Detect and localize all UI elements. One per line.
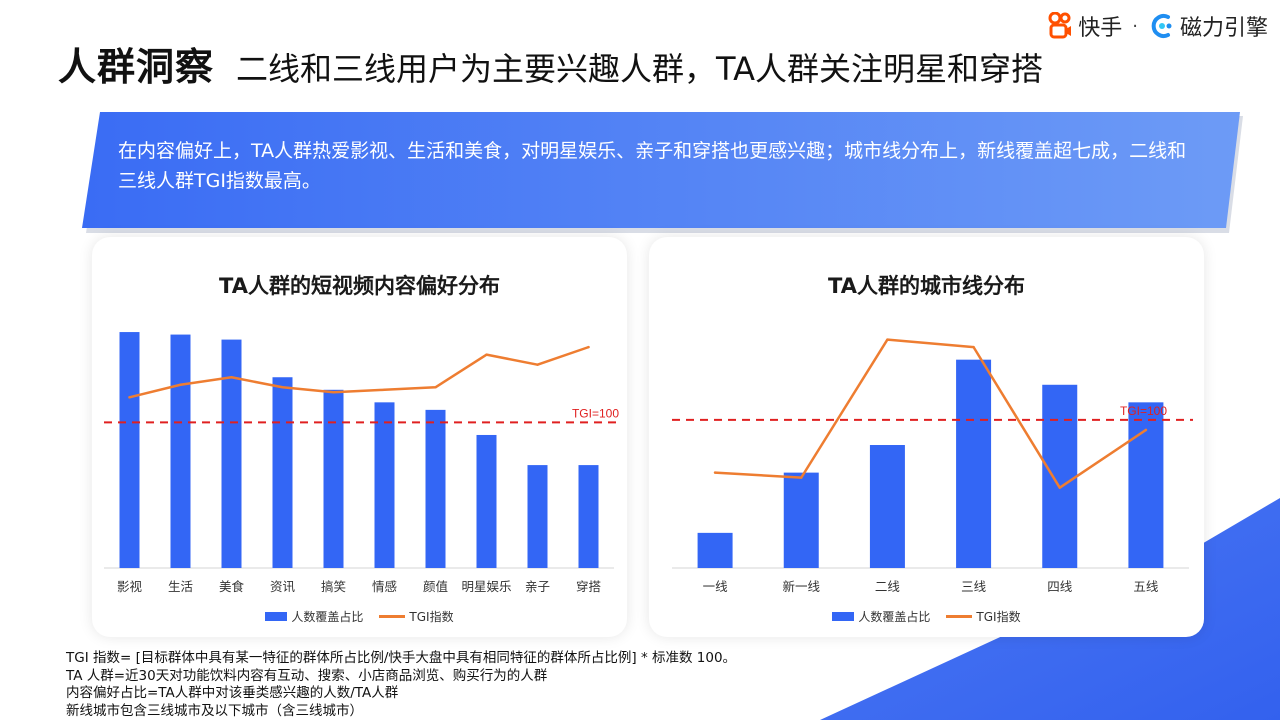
x-tick-label: 明星娱乐 (461, 579, 511, 594)
x-tick-label: 三线 (961, 579, 987, 594)
legend-line-swatch (379, 615, 406, 618)
brand-cili: 磁力引擎 (1179, 16, 1268, 41)
page-title-subtitle: 二线和三线用户为主要兴趣人群，TA人群关注明星和穿搭 (236, 50, 1043, 88)
page-title-main: 人群洞察 (58, 45, 215, 89)
x-tick-label: 颜值 (423, 579, 448, 594)
legend-line-label: TGI指数 (409, 610, 454, 624)
x-tick-label: 影视 (117, 579, 143, 594)
bar-资讯 (272, 377, 293, 568)
bar-明星娱乐 (476, 434, 497, 568)
footnote-new-tier: 新线城市包含三线城市及以下城市（含三线城市） (66, 702, 363, 719)
chart-title: TA人群的城市线分布 (828, 274, 1025, 298)
tgi-point-明星娱乐 (485, 353, 488, 356)
legend-bar-swatch (832, 612, 855, 621)
x-tick-label: 资讯 (270, 579, 296, 594)
footnote-preference: 内容偏好占比=TA人群中对该垂类感兴趣的人数/TA人群 (66, 685, 399, 701)
tgi-point-美食 (230, 376, 233, 379)
tgi-point-情感 (383, 388, 386, 391)
tgi-point-颜值 (434, 386, 437, 389)
x-tick-label: 二线 (875, 579, 901, 594)
tgi-reference-label: TGI=100 (572, 406, 619, 420)
city-tier-chart: TGI=100 一线 新一线 二线 三线 四线 五线 (672, 338, 1193, 594)
tgi-point-影视 (128, 396, 131, 399)
page-title: 人群洞察 二线和三线用户为主要兴趣人群，TA人群关注明星和穿搭 (58, 36, 1043, 89)
bar-生活 (170, 334, 191, 568)
legend-bar-label: 人数覆盖占比 (291, 610, 364, 624)
bar-三线 (956, 359, 992, 568)
bar-穿搭 (578, 465, 599, 568)
tgi-point-生活 (179, 383, 182, 386)
x-tick-label: 一线 (703, 579, 729, 594)
tgi-point-四线 (1058, 486, 1061, 489)
bar-五线 (1128, 402, 1164, 568)
summary-banner-text: 在内容偏好上，TA人群热爱影视、生活和美食，对明星娱乐、亲子和穿搭也更感兴趣；城… (118, 140, 1187, 192)
x-tick-label: 亲子 (525, 579, 550, 594)
banner-background (82, 112, 1240, 228)
tgi-point-五线 (1144, 428, 1148, 432)
tgi-point-新一线 (800, 476, 803, 479)
corner-decoration (820, 498, 1280, 720)
brand-separator: · (1132, 15, 1138, 37)
legend-item-bar: 人数覆盖占比 (265, 608, 363, 625)
bar-新一线 (783, 472, 819, 568)
brand-logo: 快手 · 磁力引擎 (1048, 10, 1268, 42)
legend-bar-swatch (265, 612, 288, 621)
x-tick-label: 四线 (1047, 579, 1073, 594)
tgi-reference-label: TGI=100 (1120, 404, 1167, 418)
city-tier-card: TA人群的城市线分布 TGI=100 一线 新一线 二线 三线 四线 五线 人数覆盖占比 T… (649, 237, 1204, 637)
bar-影视 (119, 332, 140, 568)
tgi-point-三线 (972, 345, 975, 349)
tgi-point-资讯 (281, 386, 284, 389)
content-preference-chart: TGI=100 影视 生活 美食 资讯 搞笑 情感 颜值 明星娱乐 亲子 穿搭 (104, 332, 619, 594)
x-tick-label: 新一线 (782, 579, 820, 594)
bar-亲子 (527, 465, 548, 568)
legend-line-label: TGI指数 (976, 610, 1021, 624)
legend-bar-label: 人数覆盖占比 (858, 610, 931, 624)
bar-一线 (697, 532, 733, 568)
tgi-point-搞笑 (332, 391, 335, 394)
content-preference-card: TA人群的短视频内容偏好分布 TGI=100 影视 生活 美食 资讯 搞笑 情感 颜值 明星娱乐… (92, 237, 627, 637)
tgi-point-二线 (886, 338, 889, 341)
x-tick-label: 搞笑 (321, 579, 346, 594)
x-tick-label: 五线 (1133, 579, 1159, 594)
tgi-point-亲子 (536, 363, 539, 366)
kuaishou-logo-icon (1048, 12, 1072, 39)
chart-legend: 人数覆盖占比 TGI指数 (92, 608, 627, 625)
legend-item-line: TGI指数 (946, 608, 1021, 625)
footnote-ta: TA 人群=近30天对功能饮料内容有互动、搜索、小店商品浏览、购买行为的人群 (66, 667, 548, 684)
tgi-point-一线 (713, 471, 717, 474)
tgi-point-穿搭 (587, 345, 590, 349)
bar-美食 (221, 339, 242, 568)
bar-情感 (374, 402, 395, 568)
x-tick-label: 生活 (168, 579, 193, 594)
x-tick-label: 穿搭 (576, 579, 602, 594)
footnotes: TGI 指数= [目标群体中具有某一特征的群体所占比例/快手大盘中具有相同特征的… (66, 650, 736, 720)
cili-logo-icon (1151, 14, 1172, 38)
legend-item-bar: 人数覆盖占比 (832, 608, 930, 625)
tgi-line (128, 345, 590, 399)
chart-title: TA人群的短视频内容偏好分布 (219, 274, 500, 298)
chart-legend: 人数覆盖占比 TGI指数 (649, 608, 1204, 625)
x-tick-label: 美食 (219, 579, 245, 594)
bar-二线 (869, 445, 905, 568)
bar-颜值 (425, 409, 446, 568)
tgi-line (713, 338, 1148, 489)
x-tick-label: 情感 (372, 579, 397, 594)
footnote-tgi: TGI 指数= [目标群体中具有某一特征的群体所占比例/快手大盘中具有相同特征的… (66, 650, 737, 666)
brand-kuaishou: 快手 (1078, 16, 1123, 41)
legend-line-swatch (946, 615, 973, 618)
bar-搞笑 (323, 389, 344, 568)
legend-item-line: TGI指数 (379, 608, 454, 625)
bar-四线 (1042, 384, 1078, 568)
